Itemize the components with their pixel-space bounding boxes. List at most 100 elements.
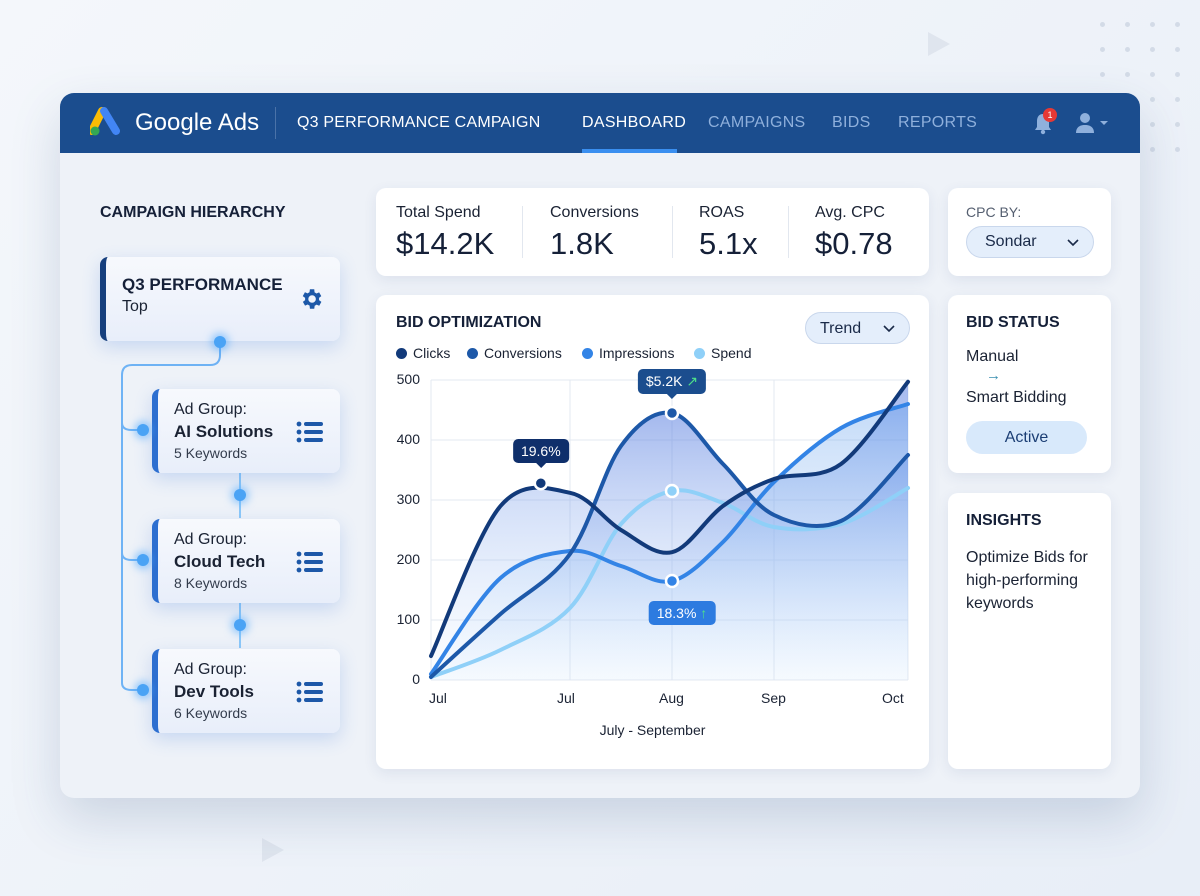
bid-status-title: BID STATUS — [966, 314, 1060, 331]
campaign-title: Q3 PERFORMANCE CAMPAIGN — [297, 114, 541, 131]
annotation-value: $5.2K — [645, 373, 683, 389]
tab-bids[interactable]: BIDS — [832, 114, 871, 131]
divider — [275, 107, 276, 139]
legend-item-clicks[interactable]: Clicks — [396, 345, 450, 361]
decor-dot — [1175, 22, 1180, 27]
legend-swatch — [396, 347, 407, 359]
gear-icon[interactable] — [298, 286, 324, 312]
hierarchy-node-ad-group[interactable]: Ad Group: Cloud Tech 8 Keywords — [152, 519, 340, 603]
decor-dot — [1150, 72, 1155, 77]
data-point-marker — [664, 405, 680, 421]
divider — [522, 206, 523, 258]
line-chart — [429, 379, 910, 681]
active-tab-indicator — [582, 149, 677, 153]
legend-item-spend[interactable]: Spend — [694, 345, 751, 361]
list-icon[interactable] — [296, 551, 324, 573]
stat-avg-cpc: Avg. CPC $0.78 — [815, 204, 893, 262]
bid-status-card: BID STATUS Manual → Smart Bidding Active — [948, 295, 1111, 473]
y-tick-label: 400 — [396, 431, 420, 447]
bid-optimization-card: BID OPTIMIZATION Trend 0 100 200 300 400 500 J… — [376, 295, 929, 769]
data-point-marker — [664, 573, 680, 589]
chevron-down-icon — [1067, 239, 1079, 247]
data-point-marker — [533, 475, 549, 491]
decor-dot — [1150, 122, 1155, 127]
status-badge: Active — [966, 421, 1087, 454]
connector-dot — [137, 554, 149, 566]
bid-to: Smart Bidding — [966, 389, 1067, 406]
cpc-label: CPC BY: — [966, 204, 1022, 220]
notification-badge: 1 — [1043, 108, 1057, 122]
data-point-marker — [664, 483, 680, 499]
connector-dot — [137, 424, 149, 436]
divider — [672, 206, 673, 258]
legend-item-impressions[interactable]: Impressions — [582, 345, 674, 361]
x-axis-label: July - September — [599, 722, 706, 738]
ad-group-name: Cloud Tech — [174, 552, 266, 571]
stat-value: $14.2K — [396, 226, 495, 261]
ad-group-keywords: 5 Keywords — [174, 445, 248, 461]
decor-dot — [1125, 47, 1130, 52]
y-tick-label: 0 — [412, 671, 420, 687]
app-window: Google Ads Q3 PERFORMANCE CAMPAIGN DASHB… — [60, 93, 1140, 798]
ad-group-prefix: Ad Group: — [174, 401, 247, 418]
stat-roas: ROAS 5.1x — [699, 204, 758, 262]
bid-from: Manual — [966, 348, 1019, 365]
legend-swatch — [467, 347, 478, 359]
decor-dot — [1100, 72, 1105, 77]
decor-dot — [1175, 47, 1180, 52]
ad-group-keywords: 8 Keywords — [174, 575, 248, 591]
decor-dot — [1175, 147, 1180, 152]
trend-dropdown[interactable]: Trend — [805, 312, 910, 344]
decor-dot — [1150, 147, 1155, 152]
stat-label: Total Spend — [396, 204, 481, 221]
legend-label: Clicks — [413, 345, 451, 361]
top-nav-bar: Google Ads Q3 PERFORMANCE CAMPAIGN DASHB… — [60, 93, 1140, 153]
trend-up-icon: ↑ — [700, 605, 708, 621]
y-tick-label: 100 — [396, 611, 420, 627]
decor-dot — [1150, 22, 1155, 27]
x-tick-label: Aug — [659, 690, 684, 706]
decor-dot — [1175, 122, 1180, 127]
tab-dashboard[interactable]: DASHBOARD — [582, 114, 687, 131]
decor-dot — [1125, 22, 1130, 27]
ad-group-name: AI Solutions — [174, 422, 274, 441]
arrow-right-icon: → — [986, 367, 1001, 384]
decor-dot — [1100, 47, 1105, 52]
connector-dot — [214, 336, 226, 348]
hierarchy-node-ad-group[interactable]: Ad Group: AI Solutions 5 Keywords — [152, 389, 340, 473]
chart-annotation: 19.6% — [512, 439, 569, 469]
y-tick-label: 300 — [396, 491, 420, 507]
user-menu-icon[interactable] — [1074, 112, 1114, 134]
stat-label: Conversions — [550, 204, 639, 221]
legend-label: Conversions — [484, 345, 562, 361]
x-tick-label: Oct — [882, 690, 904, 706]
insights-text: Optimize Bids for high-performing keywor… — [966, 549, 1088, 612]
insights-title: INSIGHTS — [966, 512, 1042, 529]
tab-campaigns[interactable]: CAMPAIGNS — [708, 114, 806, 131]
stats-card: Total Spend $14.2K Conversions 1.8K ROAS 5.… — [376, 188, 929, 276]
legend-label: Spend — [711, 345, 752, 361]
hierarchy-node-root[interactable]: Q3 PERFORMANCE Top — [100, 257, 340, 341]
list-icon[interactable] — [296, 421, 324, 443]
hierarchy-node-ad-group[interactable]: Ad Group: Dev Tools 6 Keywords — [152, 649, 340, 733]
cpc-dropdown-value: Sondar — [985, 233, 1037, 250]
tab-reports[interactable]: REPORTS — [898, 114, 978, 131]
stat-value: 5.1x — [699, 226, 758, 261]
ad-group-prefix: Ad Group: — [174, 531, 247, 548]
ad-group-keywords: 6 Keywords — [174, 705, 248, 721]
decor-dot — [1175, 97, 1180, 102]
hierarchy-title: CAMPAIGN HIERARCHY — [100, 204, 286, 221]
trend-dropdown-value: Trend — [820, 320, 862, 337]
list-icon[interactable] — [296, 681, 324, 703]
cpc-dropdown[interactable]: Sondar — [966, 226, 1094, 258]
ad-group-prefix: Ad Group: — [174, 661, 247, 678]
stat-value: 1.8K — [550, 226, 614, 261]
impressions-area — [431, 404, 908, 680]
stat-total-spend: Total Spend $14.2K — [396, 204, 494, 262]
legend-item-conversions[interactable]: Conversions — [467, 345, 562, 361]
google-ads-logo-icon — [90, 107, 120, 136]
play-decoration-icon — [928, 32, 950, 56]
chart-title: BID OPTIMIZATION — [396, 314, 542, 331]
divider — [788, 206, 789, 258]
legend-label: Impressions — [599, 345, 675, 361]
